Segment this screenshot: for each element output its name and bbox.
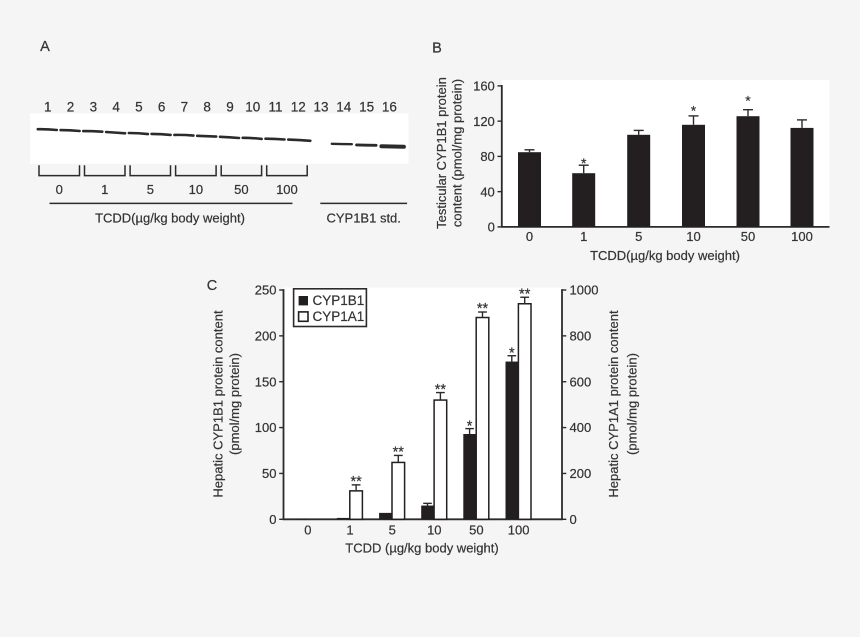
svg-text:10: 10: [686, 229, 700, 244]
svg-text:B: B: [432, 40, 442, 56]
svg-text:*: *: [745, 92, 751, 108]
svg-text:TCDD(µg/kg body weight): TCDD(µg/kg body weight): [95, 211, 245, 226]
svg-text:content (pmol/mg protein): content (pmol/mg protein): [450, 79, 465, 227]
svg-text:(pmol/mg protein): (pmol/mg protein): [227, 353, 242, 455]
svg-text:13: 13: [314, 100, 329, 115]
svg-text:CYP1A1: CYP1A1: [313, 309, 365, 324]
svg-text:*: *: [691, 103, 697, 119]
svg-text:100: 100: [276, 182, 298, 197]
svg-text:250: 250: [255, 283, 277, 298]
svg-text:14: 14: [336, 100, 352, 115]
svg-text:**: **: [350, 474, 362, 490]
svg-text:8: 8: [203, 100, 211, 115]
svg-text:4: 4: [112, 100, 120, 115]
svg-text:Hepatic CYP1A1 protein content: Hepatic CYP1A1 protein content: [606, 310, 621, 498]
svg-text:**: **: [435, 382, 447, 398]
svg-text:10: 10: [427, 523, 441, 538]
svg-text:5: 5: [147, 182, 154, 197]
svg-text:12: 12: [291, 100, 306, 115]
svg-text:50: 50: [262, 466, 276, 481]
svg-text:0: 0: [269, 512, 276, 527]
svg-text:0: 0: [570, 512, 577, 527]
svg-text:100: 100: [508, 523, 530, 538]
svg-text:200: 200: [255, 328, 277, 343]
svg-text:100: 100: [791, 229, 813, 244]
svg-text:*: *: [467, 419, 473, 435]
svg-text:1: 1: [580, 229, 587, 244]
svg-text:40: 40: [480, 184, 494, 199]
svg-text:5: 5: [135, 100, 143, 115]
svg-text:50: 50: [469, 523, 483, 538]
svg-text:400: 400: [570, 420, 592, 435]
svg-text:3: 3: [90, 100, 98, 115]
svg-text:0: 0: [56, 182, 63, 197]
svg-text:C: C: [207, 278, 217, 294]
svg-text:A: A: [40, 39, 50, 55]
svg-text:10: 10: [189, 182, 203, 197]
svg-text:Hepatic CYP1B1 protein content: Hepatic CYP1B1 protein content: [211, 310, 226, 498]
svg-text:1000: 1000: [570, 283, 599, 298]
svg-text:6: 6: [158, 100, 166, 115]
svg-text:15: 15: [359, 100, 374, 115]
svg-text:120: 120: [473, 114, 495, 129]
svg-text:1: 1: [101, 182, 108, 197]
svg-text:**: **: [477, 301, 489, 317]
svg-text:0: 0: [488, 220, 495, 235]
svg-text:10: 10: [245, 100, 260, 115]
svg-text:CYP1B1: CYP1B1: [313, 293, 365, 308]
svg-text:200: 200: [570, 466, 592, 481]
svg-text:16: 16: [382, 100, 397, 115]
svg-text:0: 0: [526, 229, 533, 244]
svg-text:100: 100: [255, 420, 277, 435]
svg-text:*: *: [581, 155, 587, 171]
svg-text:*: *: [509, 346, 515, 362]
svg-text:TCDD(µg/kg body weight): TCDD(µg/kg body weight): [590, 248, 740, 263]
svg-text:CYP1B1 std.: CYP1B1 std.: [326, 211, 400, 226]
svg-text:80: 80: [480, 149, 494, 164]
svg-text:800: 800: [570, 328, 592, 343]
svg-text:2: 2: [67, 100, 75, 115]
svg-text:150: 150: [255, 374, 277, 389]
svg-text:TCDD (µg/kg body weight): TCDD (µg/kg body weight): [345, 541, 498, 556]
svg-text:**: **: [393, 445, 405, 461]
svg-text:9: 9: [226, 100, 234, 115]
svg-text:**: **: [519, 286, 531, 302]
svg-text:11: 11: [268, 100, 282, 115]
svg-text:1: 1: [346, 523, 353, 538]
svg-text:50: 50: [741, 229, 755, 244]
svg-text:5: 5: [389, 523, 396, 538]
svg-text:7: 7: [181, 100, 189, 115]
svg-text:(pmol/mg protein): (pmol/mg protein): [624, 353, 639, 455]
svg-text:0: 0: [304, 523, 311, 538]
svg-text:50: 50: [234, 182, 248, 197]
svg-text:160: 160: [473, 79, 495, 94]
svg-text:5: 5: [635, 229, 642, 244]
svg-text:1: 1: [44, 100, 52, 115]
svg-text:Testicular CYP1B1 protein: Testicular CYP1B1 protein: [434, 77, 449, 229]
svg-text:600: 600: [570, 374, 592, 389]
